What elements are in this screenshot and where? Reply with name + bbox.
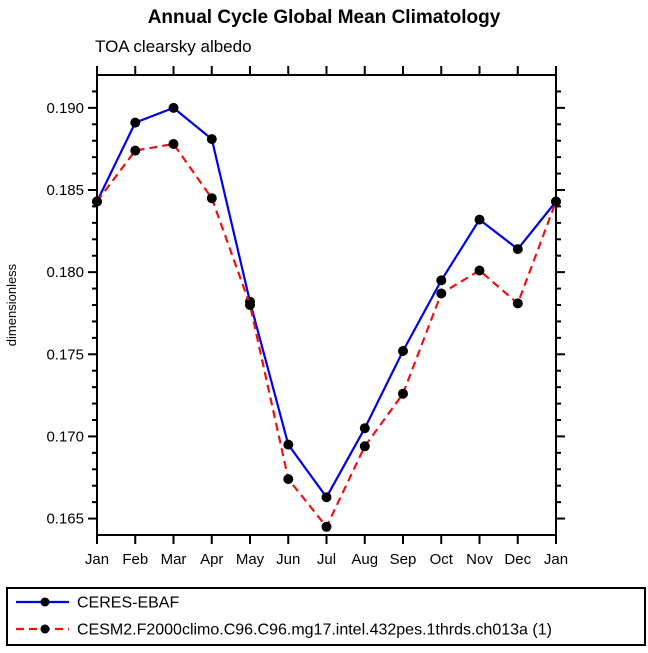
axes: 0.165 0.170 0.175 0.180 0.185 0.190 Jan Feb Mar A…	[46, 66, 568, 568]
series-line-ceres-ebaf	[96, 106, 557, 500]
data-point	[436, 288, 447, 299]
x-tick-label: Nov	[466, 551, 493, 568]
data-point	[130, 145, 141, 156]
x-tick-label: Dec	[504, 551, 531, 568]
legend-box	[6, 587, 646, 646]
x-tick-label: Jun	[276, 551, 300, 568]
y-axis-label: dimensionless	[4, 263, 19, 346]
x-tick-label: Sep	[390, 551, 417, 568]
legend-marker	[40, 597, 50, 607]
data-point	[245, 300, 255, 310]
series-line-cesm2	[96, 142, 558, 529]
data-point	[168, 139, 179, 149]
y-tick-label: 0.180	[46, 264, 84, 281]
data-point	[512, 244, 523, 255]
data-point	[92, 196, 102, 207]
data-point	[436, 275, 447, 286]
data-point	[206, 193, 217, 204]
data-point	[512, 298, 523, 309]
legend-entry-ceres-ebaf: CERES-EBAF	[16, 595, 179, 612]
x-tick-label: Apr	[200, 551, 223, 568]
data-point	[551, 196, 561, 207]
x-tick-label: Feb	[122, 551, 148, 568]
data-point	[359, 423, 370, 434]
chart-title: Annual Cycle Global Mean Climatology	[148, 7, 501, 28]
legend: CERES-EBAF CESM2.F2000climo.C96.C96.mg17.…	[6, 587, 646, 646]
plot-frame	[96, 74, 557, 536]
legend-label: CERES-EBAF	[77, 595, 179, 612]
y-tick-label: 0.175	[46, 346, 84, 363]
legend-marker	[40, 624, 50, 634]
x-tick-label: Jan	[544, 551, 568, 568]
data-point	[206, 134, 217, 145]
data-point	[398, 388, 408, 399]
data-point	[130, 117, 141, 128]
data-point	[168, 102, 179, 113]
y-tick-label: 0.190	[46, 100, 84, 117]
plot-series	[92, 102, 561, 532]
x-tick-label: Aug	[351, 551, 378, 568]
x-tick-label: Jan	[85, 551, 109, 568]
legend-entry-cesm2: CESM2.F2000climo.C96.C96.mg17.intel.432p…	[16, 622, 552, 639]
y-tick-label: 0.165	[46, 511, 84, 528]
y-tick-label: 0.170	[46, 428, 84, 445]
x-tick-label: Mar	[161, 551, 187, 568]
x-tick-label: May	[236, 551, 265, 568]
data-point	[474, 265, 485, 276]
chart-subtitle: TOA clearsky albedo	[95, 37, 252, 56]
data-point	[321, 492, 332, 503]
x-tick-label: Oct	[430, 551, 454, 568]
data-point	[359, 441, 370, 452]
x-tick-label: Jul	[317, 551, 336, 568]
data-point	[474, 214, 485, 225]
y-tick-label: 0.185	[46, 182, 84, 199]
data-point	[283, 474, 294, 485]
data-point	[398, 346, 408, 356]
data-point	[321, 521, 332, 532]
legend-label: CESM2.F2000climo.C96.C96.mg17.intel.432p…	[77, 622, 552, 639]
data-point	[283, 439, 294, 450]
